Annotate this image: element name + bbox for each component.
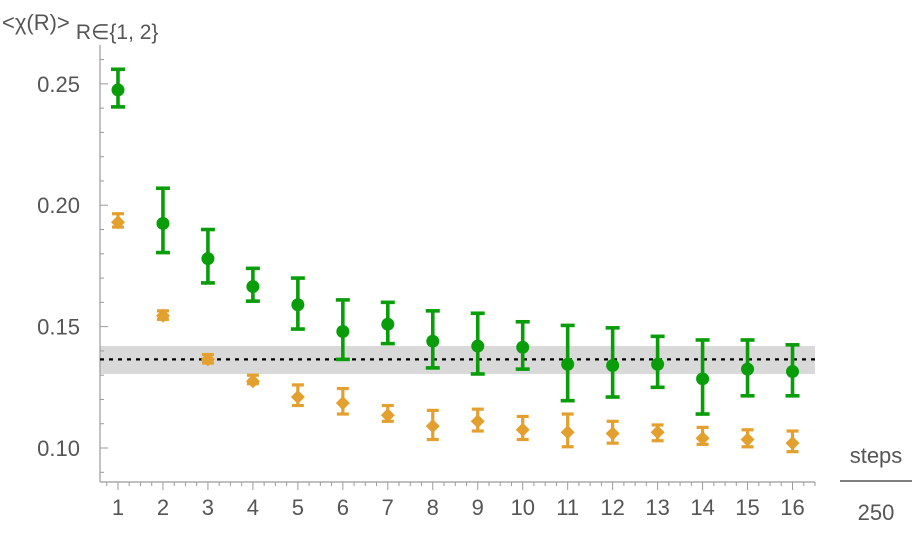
data-point <box>471 339 485 353</box>
data-point <box>740 432 755 447</box>
x-tick-label: 10 <box>510 495 534 520</box>
data-point <box>246 280 260 294</box>
y-axis-title-main: <χ(R)> <box>2 10 70 35</box>
x-tick-label: 4 <box>247 495 259 520</box>
x-tick-label: 3 <box>202 495 214 520</box>
data-point <box>200 352 215 367</box>
data-point <box>111 83 125 97</box>
x-tick-label: 1 <box>112 495 124 520</box>
x-tick-label: 11 <box>556 495 579 520</box>
data-point <box>155 308 170 323</box>
y-tick-label: 0.10 <box>37 436 80 461</box>
data-point <box>156 216 170 230</box>
data-point <box>561 357 575 371</box>
data-point <box>291 298 305 312</box>
data-point <box>290 390 305 405</box>
data-point <box>426 334 440 348</box>
y-axis-title: <χ(R)> R∈{1, 2} <box>2 10 158 44</box>
x-ticks: 1 2 3 4 5 6 7 8 9 10 11 12 13 14 15 16 <box>106 482 816 520</box>
data-point <box>605 426 620 441</box>
data-point <box>785 436 800 451</box>
x-tick-label: 6 <box>337 495 349 520</box>
data-point <box>695 431 710 446</box>
y-tick-label: 0.25 <box>37 72 80 97</box>
x-tick-label: 12 <box>600 495 624 520</box>
data-point <box>245 374 260 389</box>
x-axis-title-numerator: steps <box>850 443 903 468</box>
x-tick-label: 16 <box>780 495 804 520</box>
x-tick-label: 9 <box>472 495 484 520</box>
x-tick-label: 13 <box>645 495 669 520</box>
data-point <box>515 422 530 437</box>
x-tick-label: 14 <box>690 495 714 520</box>
series-2 <box>110 212 800 454</box>
data-point <box>741 362 755 376</box>
y-tick-label: 0.20 <box>37 193 80 218</box>
data-point <box>606 358 620 372</box>
y-axis-title-subscript: R∈{1, 2} <box>76 21 159 44</box>
data-point <box>110 215 125 230</box>
y-ticks: 0.10 0.15 0.20 0.25 <box>37 59 108 473</box>
data-point <box>335 396 350 411</box>
x-tick-label: 8 <box>427 495 439 520</box>
x-tick-label: 5 <box>292 495 304 520</box>
data-point <box>380 408 395 423</box>
data-point <box>650 425 665 440</box>
data-point <box>201 252 215 266</box>
data-point <box>470 414 485 429</box>
data-point <box>425 419 440 434</box>
data-point <box>651 357 665 371</box>
x-axis-title-denominator: 250 <box>858 500 895 525</box>
y-tick-label: 0.15 <box>37 315 80 340</box>
data-point <box>516 340 530 354</box>
x-tick-label: 7 <box>382 495 394 520</box>
data-point <box>560 425 575 440</box>
data-point <box>381 317 395 331</box>
x-tick-label: 15 <box>735 495 759 520</box>
series-1 <box>110 67 800 416</box>
x-tick-label: 2 <box>157 495 169 520</box>
data-point <box>786 365 800 379</box>
series-layer <box>110 67 800 454</box>
data-point <box>336 324 350 338</box>
data-point <box>696 372 710 386</box>
